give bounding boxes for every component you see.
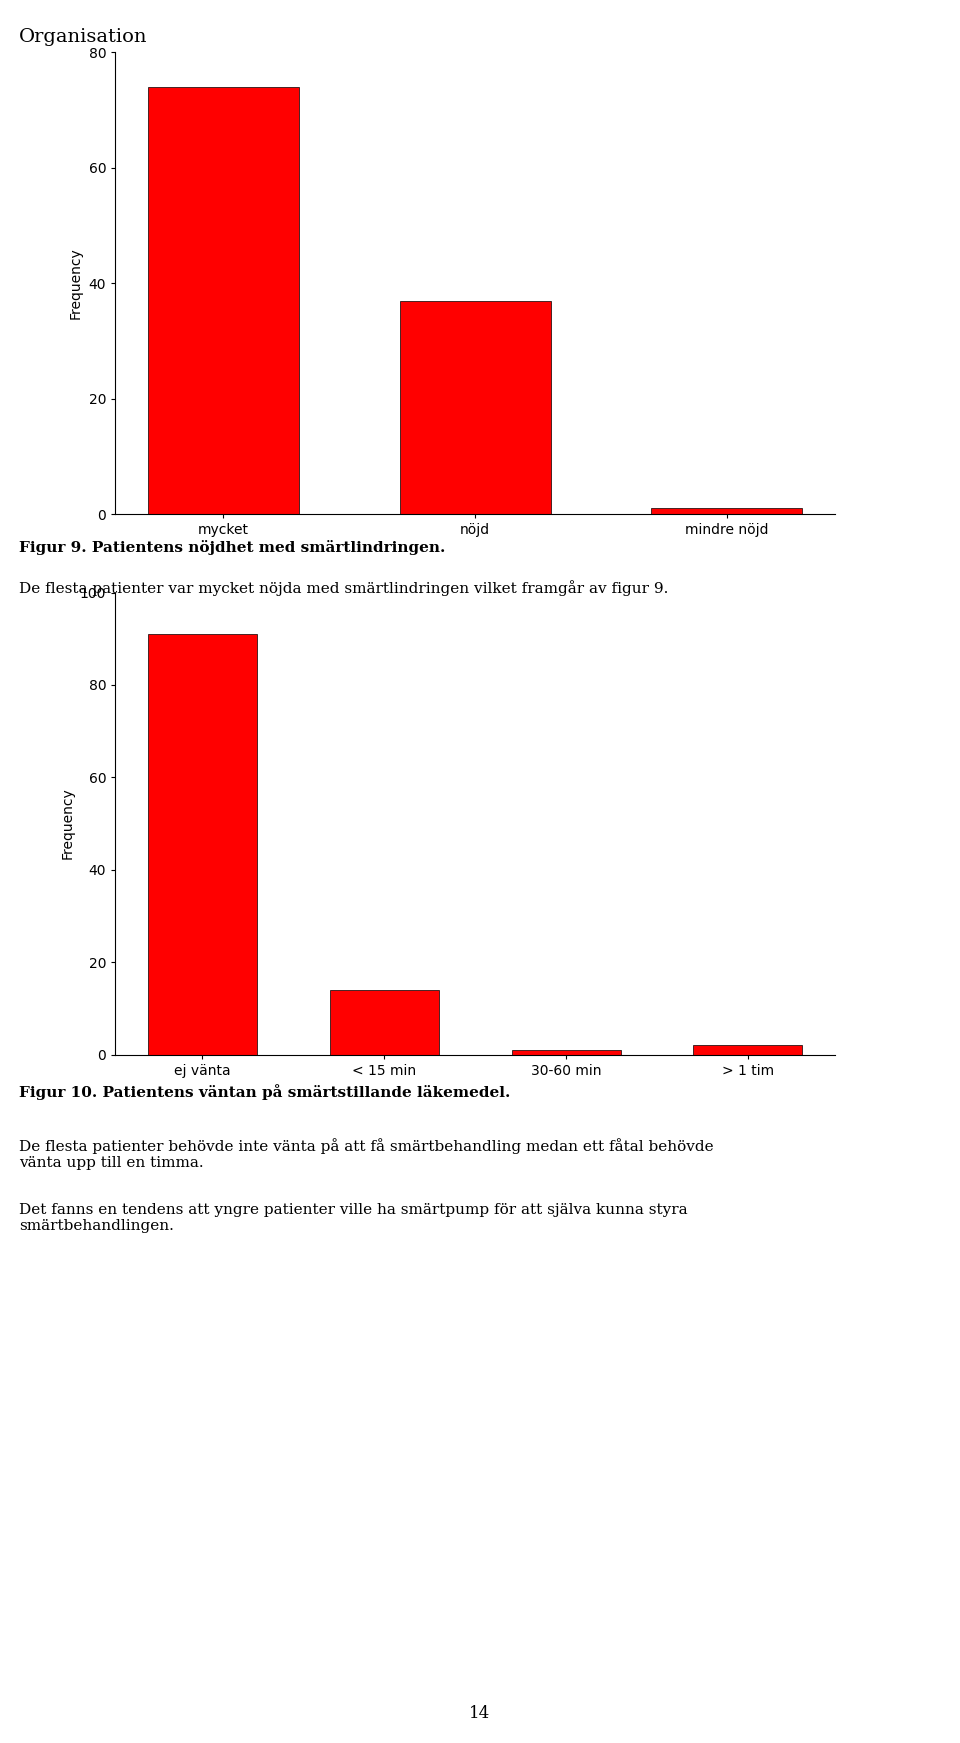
- Bar: [512, 1049, 621, 1055]
- Text: De flesta patienter var mycket nöjda med smärtlindringen vilket framgår av figur: De flesta patienter var mycket nöjda med…: [19, 580, 668, 596]
- Bar: [399, 300, 551, 514]
- Y-axis label: Frequency: Frequency: [69, 248, 83, 319]
- Text: Figur 10. Patientens väntan på smärtstillande läkemedel.: Figur 10. Patientens väntan på smärtstil…: [19, 1084, 511, 1100]
- Text: De flesta patienter behövde inte vänta på att få smärtbehandling medan ett fåtal: De flesta patienter behövde inte vänta p…: [19, 1138, 714, 1170]
- Bar: [148, 87, 299, 514]
- Text: Organisation: Organisation: [19, 28, 148, 45]
- Bar: [329, 990, 439, 1055]
- Bar: [148, 634, 257, 1055]
- Y-axis label: Frequency: Frequency: [60, 788, 74, 859]
- Text: 14: 14: [469, 1705, 491, 1722]
- Bar: [693, 1046, 803, 1055]
- Bar: [652, 509, 803, 514]
- Text: Det fanns en tendens att yngre patienter ville ha smärtpump för att själva kunna: Det fanns en tendens att yngre patienter…: [19, 1203, 687, 1232]
- Text: Figur 9. Patientens nöjdhet med smärtlindringen.: Figur 9. Patientens nöjdhet med smärtlin…: [19, 540, 445, 556]
